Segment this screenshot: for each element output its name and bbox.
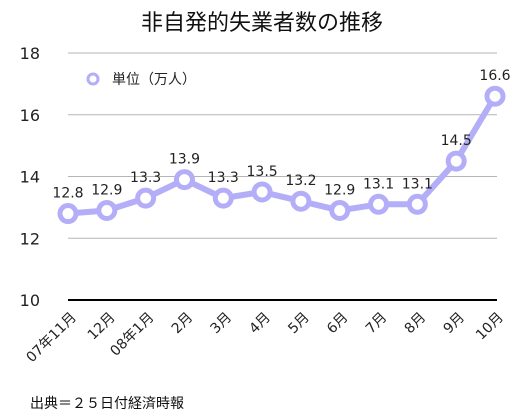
y-tick-label: 18	[20, 44, 40, 63]
data-label: 16.6	[479, 68, 510, 84]
x-tick-label: 3月	[208, 310, 236, 338]
x-tick-label: 07年11月	[24, 310, 80, 366]
x-tick-label: 10月	[473, 310, 507, 344]
data-point	[212, 187, 234, 209]
y-axis-ticks: 10 12 14 16 18	[20, 44, 40, 310]
y-tick-label: 14	[20, 168, 40, 187]
x-tick-label: 5月	[285, 310, 313, 338]
data-label: 13.9	[169, 152, 200, 168]
legend-marker-icon	[86, 72, 100, 86]
data-label: 12.9	[91, 182, 122, 198]
chart-title: 非自発的失業者数の推移	[141, 11, 383, 36]
y-tick-label: 12	[20, 229, 40, 248]
x-tick-label: 4月	[246, 310, 274, 338]
data-point	[96, 199, 118, 221]
y-tick-label: 16	[20, 106, 40, 125]
data-label: 13.3	[208, 170, 239, 186]
data-point	[329, 199, 351, 221]
x-tick-label: 08年1月	[107, 310, 157, 360]
data-labels: 12.8 12.9 13.3 13.9 13.3 13.5 13.2 12.9 13.1 13.1…	[52, 68, 510, 201]
data-label: 13.1	[402, 176, 433, 192]
data-point	[368, 193, 390, 215]
x-tick-label: 7月	[363, 310, 391, 338]
x-tick-label: 2月	[169, 310, 197, 338]
gridlines	[68, 52, 497, 301]
series-polyline	[65, 93, 498, 217]
data-point	[173, 169, 195, 191]
data-label: 13.3	[130, 170, 161, 186]
data-points	[57, 85, 506, 225]
x-tick-label: 6月	[324, 310, 352, 338]
y-tick-label: 10	[20, 291, 40, 310]
data-point	[445, 150, 467, 172]
source-note: 出典＝２５日付経済時報	[30, 396, 184, 412]
data-label: 13.1	[363, 176, 394, 192]
data-label: 13.2	[285, 173, 316, 189]
data-point	[135, 187, 157, 209]
data-label: 12.9	[324, 182, 355, 198]
data-label: 12.8	[52, 186, 83, 202]
data-label: 13.5	[247, 164, 278, 180]
legend-label: 単位（万人）	[112, 72, 196, 88]
x-tick-label: 8月	[402, 310, 430, 338]
data-point	[57, 203, 79, 225]
data-point	[251, 181, 273, 203]
x-tick-label: 9月	[440, 310, 468, 338]
data-point	[406, 193, 428, 215]
x-tick-label: 12月	[85, 310, 119, 344]
data-label: 14.5	[441, 133, 472, 149]
legend: 単位（万人）	[86, 72, 196, 88]
data-point	[484, 85, 506, 107]
series-line	[65, 93, 498, 217]
data-point	[290, 190, 312, 212]
